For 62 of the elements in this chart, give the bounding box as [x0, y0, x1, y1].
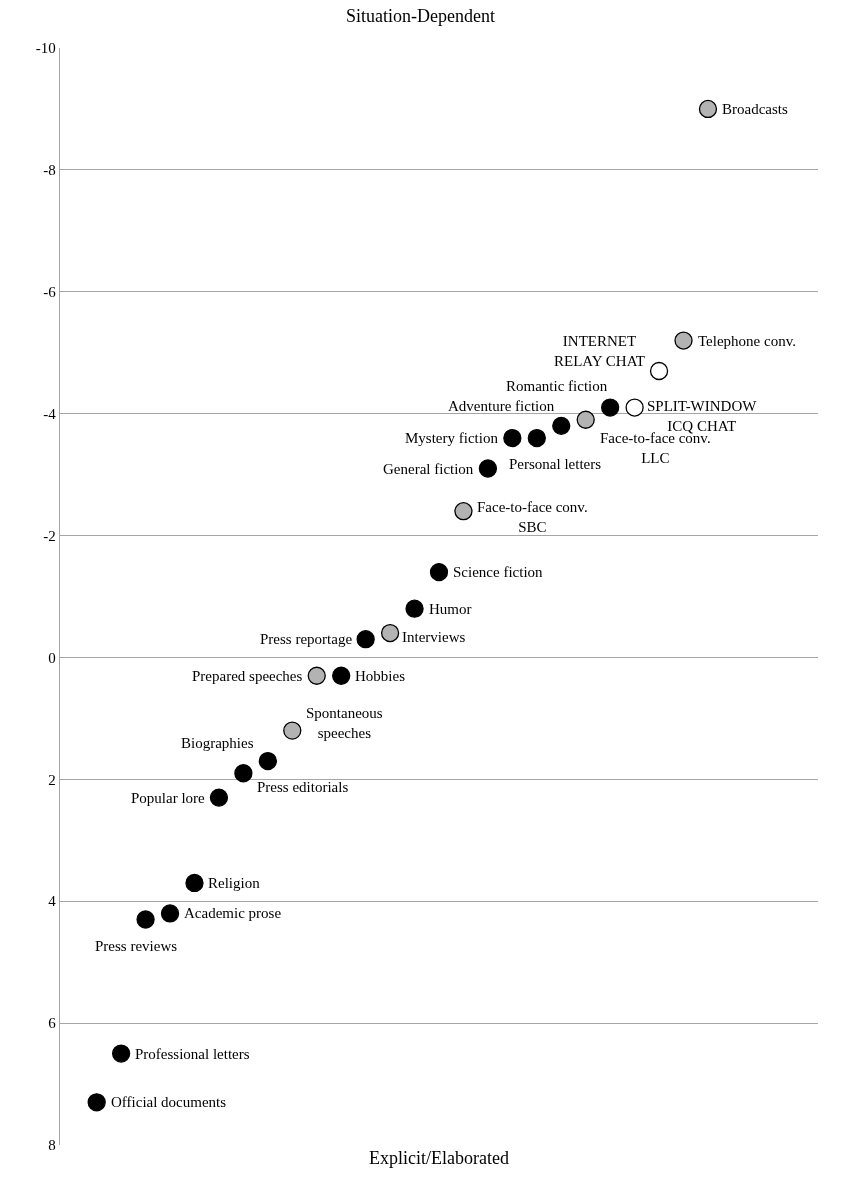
series-label: Press reviews [95, 938, 178, 954]
y-tick-label: 2 [48, 771, 56, 788]
series-label: Humor [429, 601, 472, 617]
point [136, 910, 155, 929]
series-label: Press reportage [260, 631, 353, 647]
y-tick-label: 8 [48, 1137, 56, 1154]
point [160, 904, 180, 923]
y-tick-label: -6 [43, 284, 57, 301]
point [674, 331, 693, 350]
y-tick-label: 4 [48, 893, 57, 910]
point [527, 428, 546, 448]
point [649, 361, 669, 381]
series-label: Face-to-face conv. SBC [477, 499, 588, 535]
series-label: Broadcasts [722, 101, 788, 117]
y-tick-label: -2 [43, 527, 56, 544]
point [698, 99, 718, 119]
point [429, 562, 449, 582]
series-label: Professional letters [135, 1046, 250, 1062]
series-label: Romantic fiction [506, 378, 608, 394]
point [283, 721, 302, 740]
point [234, 764, 253, 783]
series-label: INTERNET RELAY CHAT [554, 333, 645, 369]
series-label: Science fiction [453, 564, 544, 580]
point [356, 630, 375, 649]
y-tick-label: -10 [35, 40, 56, 57]
series-label: Interviews [402, 629, 466, 645]
point [625, 398, 644, 417]
series-label: Telephone conv. [698, 333, 796, 349]
y-tick-label: -4 [43, 405, 57, 422]
chart-title: Situation-Dependent [346, 6, 495, 27]
series-label: Hobbies [355, 668, 406, 684]
point [185, 873, 204, 893]
point [87, 1093, 106, 1112]
series-label: Spontaneous speeches [306, 705, 383, 741]
y-tick-label: -8 [43, 162, 56, 179]
series-label: Religion [208, 875, 261, 891]
series-label: Press editorials [257, 779, 349, 795]
point [503, 428, 522, 448]
point [380, 623, 400, 643]
point [405, 599, 424, 618]
x-axis-title: Explicit/Elaborated [369, 1148, 509, 1169]
point [209, 788, 229, 807]
point [332, 666, 351, 685]
series-label: Personal letters [509, 456, 602, 472]
series-label: General fiction [383, 461, 474, 477]
point [111, 1044, 131, 1063]
series-label: Prepared speeches [192, 668, 303, 684]
point [576, 410, 595, 429]
point [307, 666, 326, 685]
point [454, 502, 473, 521]
point [478, 459, 498, 478]
series-label: Mystery fiction [405, 430, 499, 446]
series-label: Biographies [181, 735, 254, 751]
series-label: Official documents [111, 1094, 227, 1110]
series-label: Adventure fiction [448, 398, 555, 414]
point [552, 416, 571, 435]
point [258, 751, 277, 771]
series-label: Popular lore [131, 790, 206, 806]
y-tick-label: 0 [48, 649, 56, 666]
series-label: Academic prose [184, 905, 282, 921]
y-tick-label: 6 [48, 1015, 57, 1032]
point [601, 398, 620, 417]
